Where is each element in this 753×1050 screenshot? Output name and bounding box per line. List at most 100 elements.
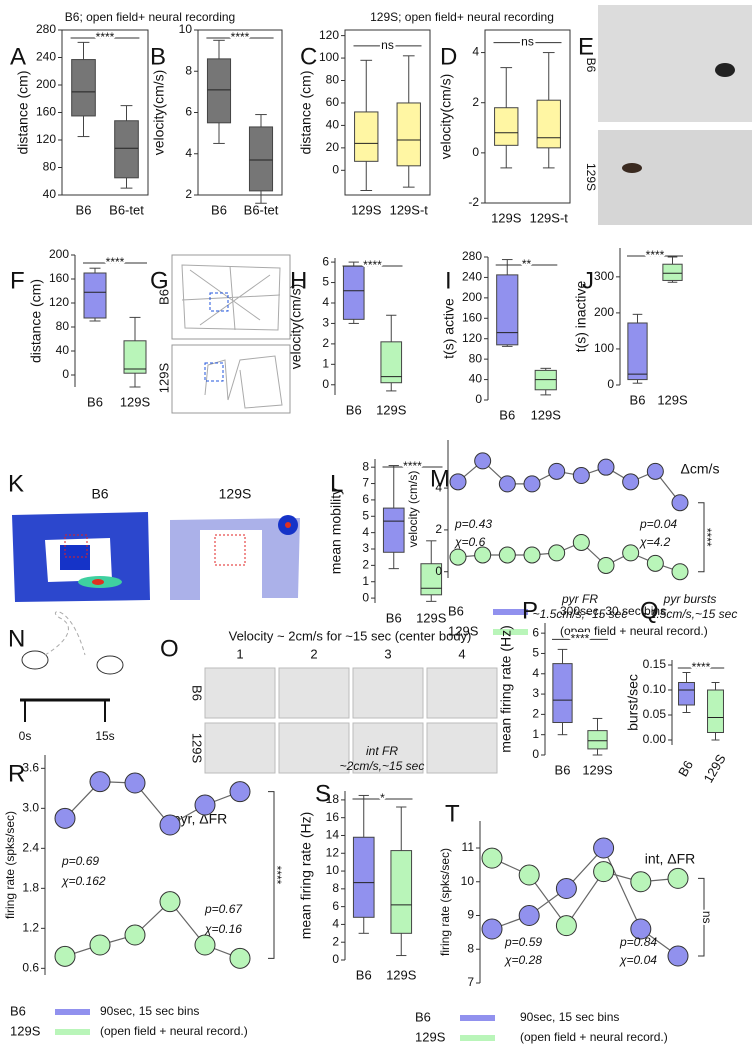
column-label: 3: [384, 646, 391, 661]
legend-label: 129S: [448, 623, 479, 638]
y-tick-label: 0: [475, 392, 482, 406]
point: [555, 915, 577, 937]
chart-title: pyr, ΔFR: [173, 811, 227, 827]
y-axis-label: distance (cm): [28, 279, 44, 363]
y-tick-label: 7: [362, 476, 369, 490]
y-axis-label: velocity(cm/s): [151, 70, 167, 156]
annotation: p=0.69: [61, 854, 99, 868]
box: [382, 507, 405, 553]
y-tick-label: 240: [36, 50, 56, 64]
significance: **: [522, 257, 532, 271]
panel-letter: S: [315, 780, 331, 807]
point: [518, 864, 540, 886]
y-tick-label: 2: [435, 522, 442, 536]
chart-subtitle: ~2cm/s,~15 sec: [340, 759, 425, 773]
point: [229, 781, 251, 803]
y-tick-label: 4: [362, 525, 369, 539]
significance: ****: [646, 248, 665, 262]
y-tick-label: 8: [467, 941, 474, 955]
row-label: B6: [584, 58, 598, 73]
point: [597, 556, 615, 574]
y-tick-label: 8: [185, 63, 192, 77]
point: [671, 563, 689, 581]
row-label: 129S: [156, 362, 171, 393]
point: [194, 794, 216, 816]
y-tick-label: 3: [322, 316, 329, 330]
x-tick-label: B6: [76, 202, 92, 217]
note: 300sec, 30 sec bins: [560, 604, 666, 618]
box: [552, 663, 573, 724]
point: [229, 947, 251, 969]
point: [89, 934, 111, 956]
x-tick-label: B6: [630, 392, 646, 407]
y-tick-label: 0.6: [22, 961, 39, 975]
point: [124, 924, 146, 946]
y-axis-label: distance (cm): [15, 70, 31, 154]
y-axis-label: mean firing rate (Hz): [498, 625, 514, 753]
x-tick-label: 129S: [582, 762, 613, 777]
panel-letter: L: [330, 470, 343, 497]
panel-letter: J: [582, 267, 594, 294]
y-tick-label: 6: [185, 105, 192, 119]
y-tick-label: 80: [326, 73, 340, 87]
y-tick-label: 4: [472, 45, 479, 59]
y-tick-label: 40: [469, 372, 483, 386]
note: (open field + neural record.): [100, 1024, 248, 1038]
heatmap-label: 129S: [219, 486, 252, 502]
column-label: 1: [236, 646, 243, 661]
panel-letter: I: [445, 267, 452, 294]
significance-bracket: [698, 502, 705, 573]
plot-frame: [484, 29, 571, 204]
point: [481, 847, 503, 869]
y-tick-label: 300: [594, 269, 614, 283]
point: [667, 867, 689, 889]
y-tick-label: 2: [185, 187, 192, 201]
point: [630, 918, 652, 940]
box: [662, 263, 683, 281]
x-tick-label: B6: [386, 610, 402, 625]
path: [44, 611, 86, 656]
y-tick-label: 3: [532, 686, 539, 700]
y-tick-label: 100: [319, 50, 339, 64]
panel-letter: R: [8, 760, 25, 787]
point: [498, 475, 516, 493]
point: [523, 475, 541, 493]
y-tick-label: 160: [36, 105, 56, 119]
trajectory-image: [352, 722, 424, 774]
y-tick-label: 10: [461, 874, 475, 888]
mouse: [715, 63, 735, 77]
y-tick-label: 11: [462, 840, 475, 854]
point: [646, 554, 664, 572]
box: [206, 58, 232, 124]
panel-title: Velocity ~ 2cm/s for ~15 sec (center bod…: [229, 628, 472, 643]
point: [159, 814, 181, 836]
y-tick-label: 8: [362, 459, 369, 473]
significance: ****: [403, 459, 422, 473]
box: [342, 265, 365, 320]
point: [89, 771, 111, 793]
y-axis-label: t(s) active: [441, 298, 457, 359]
y-tick-label: 3.6: [22, 761, 39, 775]
x-tick-label: B6: [675, 758, 696, 779]
panel-letter: T: [445, 800, 460, 827]
y-tick-label: 0: [607, 377, 614, 391]
heatmap-label: B6: [91, 486, 108, 502]
point: [622, 544, 640, 562]
box: [396, 102, 421, 167]
point: [474, 546, 492, 564]
y-tick-label: 1: [362, 574, 369, 588]
box: [534, 369, 557, 391]
point: [54, 807, 76, 829]
header: B6; open field+ neural recording: [65, 10, 235, 24]
annotation: χ=0.04: [619, 953, 657, 967]
y-axis-label: distance (cm): [298, 70, 314, 154]
note: (open field + neural record.): [560, 624, 708, 638]
y-tick-label: 2: [532, 707, 539, 721]
panel-letter: A: [10, 43, 26, 70]
panel-letter: N: [8, 625, 25, 652]
track: [181, 264, 281, 331]
significance: ****: [700, 528, 714, 547]
point: [474, 452, 492, 470]
y-tick-label: 0: [332, 952, 339, 966]
y-axis-label: velocity(cm/s): [288, 284, 304, 370]
